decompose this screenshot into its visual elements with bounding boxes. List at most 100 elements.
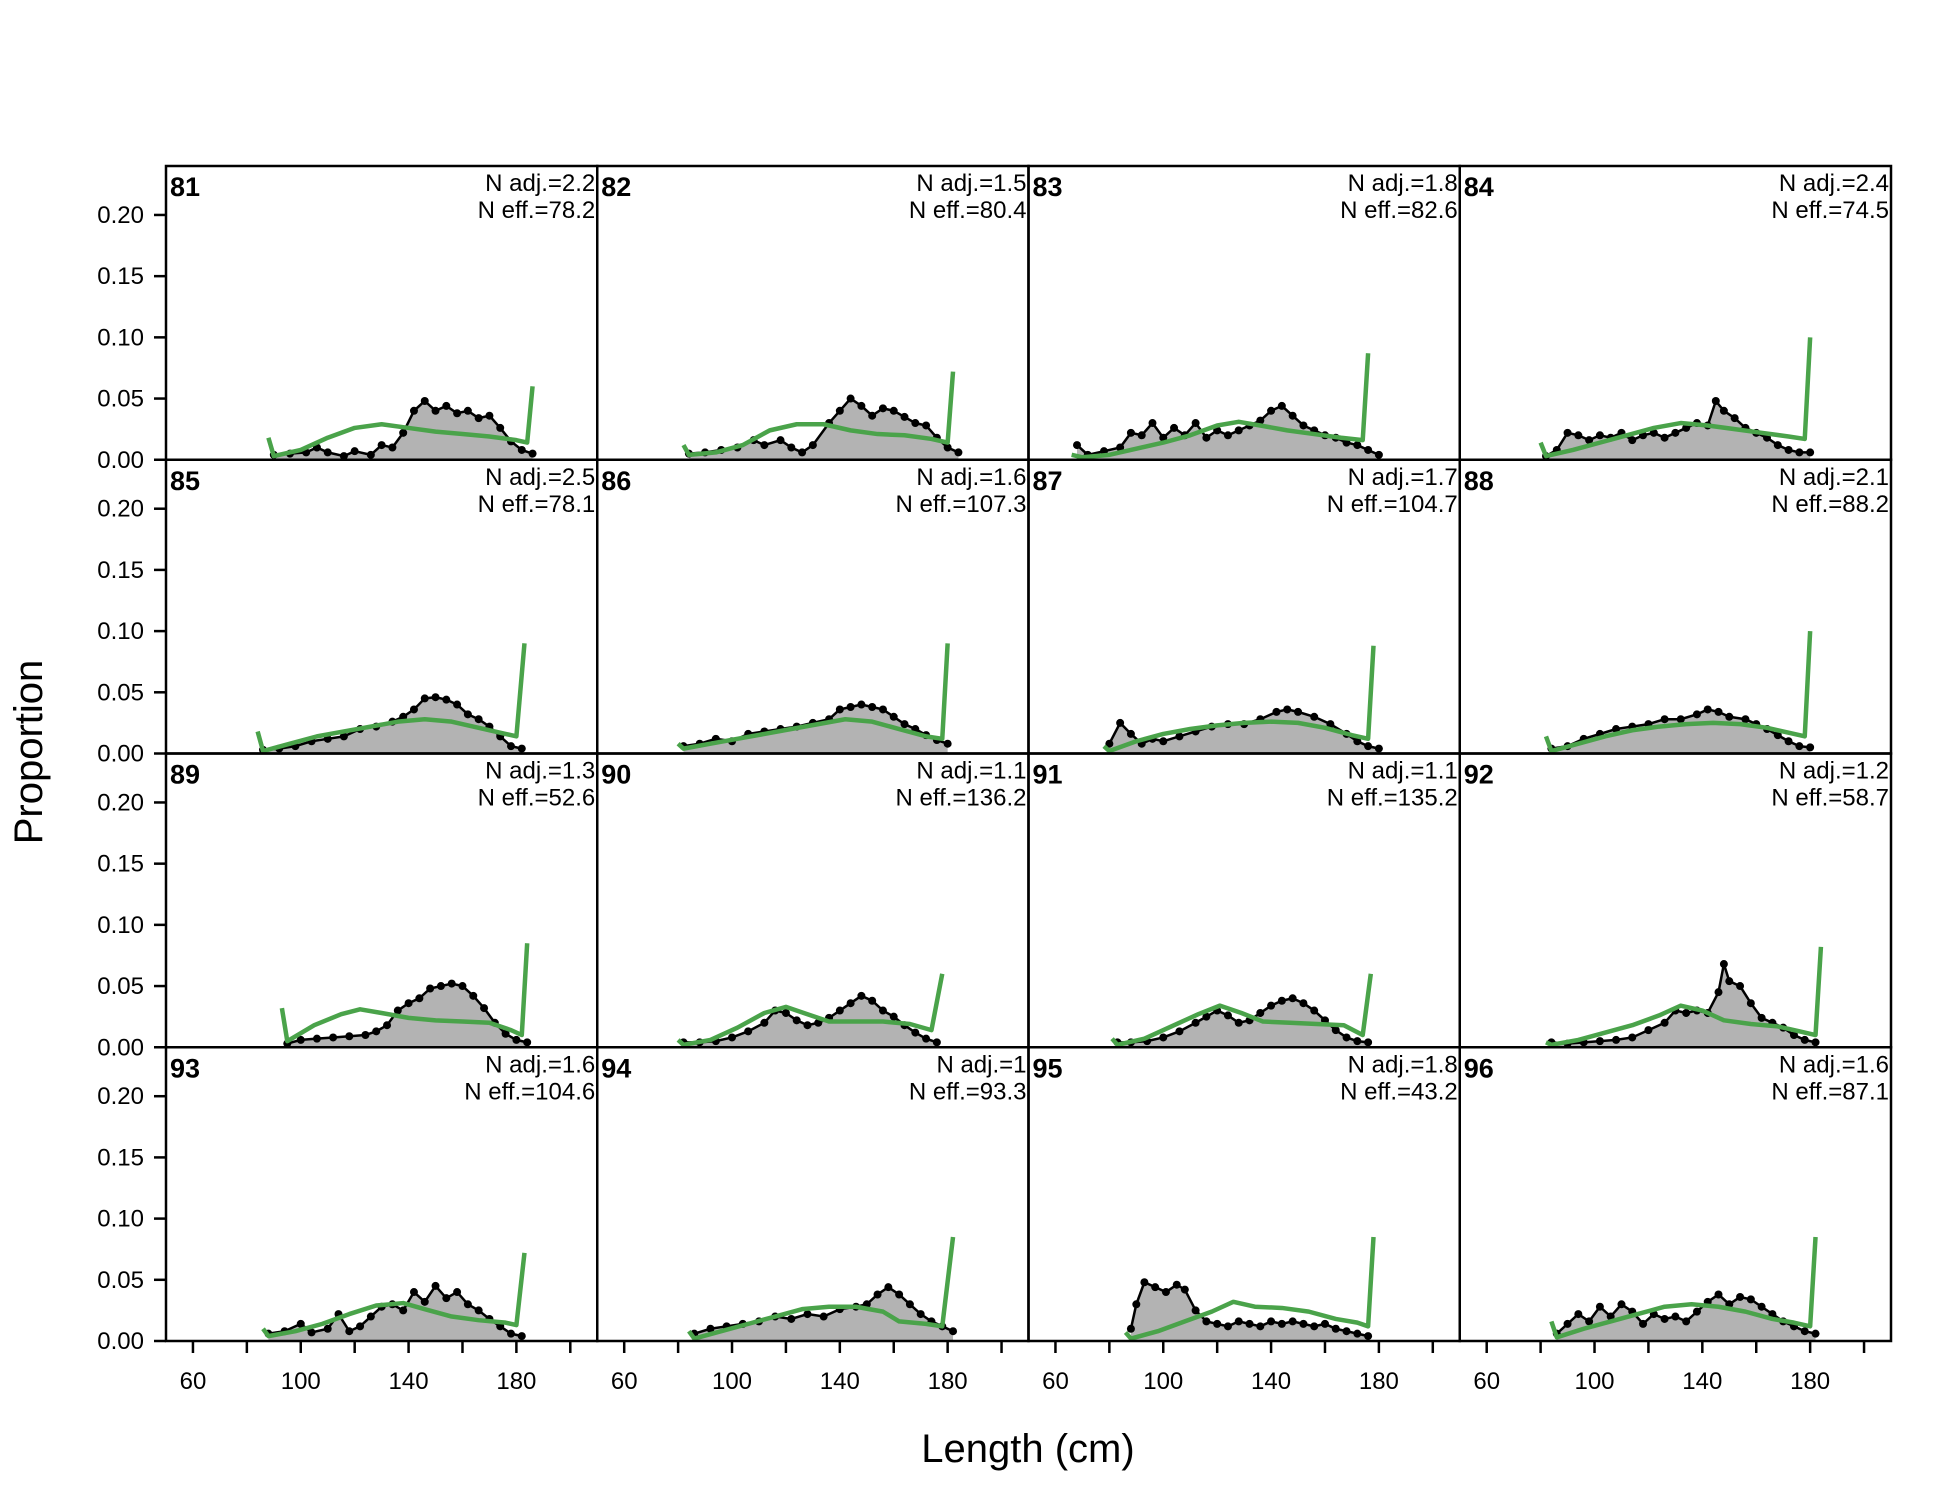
panel-label: 89 xyxy=(170,760,200,790)
n-adj-label: N adj.=1.6 xyxy=(1779,1051,1889,1078)
observed-point xyxy=(458,982,467,991)
panel-87: 87 N adj.=1.7N eff.=104.7 xyxy=(1027,458,1461,755)
panel-label: 96 xyxy=(1464,1053,1494,1083)
expected-line xyxy=(1549,1236,1818,1340)
x-axis-label: Length (cm) xyxy=(921,1427,1134,1471)
x-tick-label: 180 xyxy=(496,1368,536,1395)
panel-81: 81 N adj.=2.2N eff.=78.2 xyxy=(164,164,599,461)
observed-point xyxy=(873,1290,882,1299)
n-adj-label: N adj.=2.1 xyxy=(1779,464,1889,491)
observed-point xyxy=(1126,1324,1135,1333)
observed-point xyxy=(1730,414,1739,423)
observed-point xyxy=(474,414,483,423)
observed-point xyxy=(868,411,877,420)
x-tick-label: 140 xyxy=(820,1368,860,1395)
y-tick-label: 0.20 xyxy=(97,496,144,523)
observed-point xyxy=(744,1027,753,1036)
observed-point xyxy=(835,1006,844,1015)
observed-point xyxy=(431,693,440,702)
observed-point xyxy=(453,1288,462,1297)
observed-point xyxy=(1606,1312,1615,1321)
x-tick-label: 60 xyxy=(611,1368,638,1395)
panel-label: 94 xyxy=(601,1053,631,1083)
observed-point xyxy=(442,1294,451,1303)
y-tick-label: 0.15 xyxy=(97,851,144,878)
panel-86: 86 N adj.=1.6N eff.=107.3 xyxy=(596,458,1030,755)
y-tick-label: 0.05 xyxy=(97,973,144,1000)
panel-91: 91 N adj.=1.1N eff.=135.2 xyxy=(1027,752,1461,1049)
observed-point xyxy=(1364,445,1373,454)
observed-point xyxy=(1132,1300,1141,1309)
observed-point xyxy=(1649,428,1658,437)
y-tick-label: 0.00 xyxy=(97,447,144,474)
observed-point xyxy=(420,397,429,405)
observed-point xyxy=(501,1029,510,1038)
x-tick-label: 60 xyxy=(180,1368,207,1395)
panel-label: 93 xyxy=(170,1053,200,1083)
observed-point xyxy=(900,412,909,421)
y-tick-label: 0.10 xyxy=(97,912,144,939)
n-adj-label: N adj.=2.2 xyxy=(485,170,595,197)
observed-point xyxy=(1234,426,1243,435)
panel-92: 92 N adj.=1.2N eff.=58.7 xyxy=(1458,752,1893,1049)
observed-point xyxy=(339,732,348,741)
y-tick-label: 0.05 xyxy=(97,386,144,413)
observed-point xyxy=(1159,737,1168,746)
observed-point xyxy=(1310,712,1319,721)
observed-point xyxy=(517,445,526,454)
observed-point xyxy=(1172,1280,1181,1289)
panel-label: 92 xyxy=(1464,760,1494,790)
observed-point xyxy=(463,406,472,415)
observed-point xyxy=(787,443,796,452)
observed-point xyxy=(1126,428,1135,437)
observed-point xyxy=(1660,1018,1669,1027)
observed-point xyxy=(868,702,877,711)
observed-point xyxy=(889,406,898,415)
observed-point xyxy=(943,443,952,452)
observed-point xyxy=(889,712,898,721)
y-tick-label: 0.20 xyxy=(97,1083,144,1110)
observed-point xyxy=(1326,720,1335,729)
observed-point xyxy=(905,1300,914,1309)
panel-83: 83 N adj.=1.8N eff.=82.6 xyxy=(1027,164,1461,461)
observed-point xyxy=(1660,715,1669,724)
observed-area xyxy=(1551,964,1816,1048)
observed-point xyxy=(1140,1278,1149,1287)
observed-point xyxy=(1374,450,1383,459)
observed-point xyxy=(431,1281,440,1290)
observed-point xyxy=(1277,996,1286,1005)
observed-point xyxy=(1595,431,1604,440)
observed-point xyxy=(356,1322,365,1331)
observed-point xyxy=(1768,1310,1777,1319)
observed-point xyxy=(1256,416,1265,425)
observed-point xyxy=(1595,1302,1604,1311)
observed-point xyxy=(404,999,413,1008)
n-eff-label: N eff.=93.3 xyxy=(909,1078,1027,1105)
observed-point xyxy=(878,404,887,413)
y-tick-label: 0.00 xyxy=(97,1034,144,1061)
panel-88: 88 N adj.=2.1N eff.=88.2 xyxy=(1458,458,1893,755)
observed-point xyxy=(409,705,418,714)
observed-point xyxy=(1299,999,1308,1008)
observed-point xyxy=(1288,411,1297,420)
observed-point xyxy=(1342,1327,1351,1336)
observed-point xyxy=(1719,406,1728,415)
observed-point xyxy=(1563,1319,1572,1328)
observed-point xyxy=(1682,1008,1691,1017)
y-tick-label: 0.10 xyxy=(97,618,144,645)
y-tick-label: 0.10 xyxy=(97,1206,144,1233)
panels-grid: 81 N adj.=2.2N eff.=78.285 N adj.=2.5N eff… xyxy=(164,164,1893,1343)
observed-point xyxy=(1364,1038,1373,1047)
observed-point xyxy=(1671,428,1680,437)
observed-point xyxy=(420,1297,429,1306)
n-adj-label: N adj.=2.5 xyxy=(485,464,595,491)
n-eff-label: N eff.=136.2 xyxy=(896,785,1027,812)
observed-point xyxy=(781,1008,790,1017)
observed-point xyxy=(366,1312,375,1321)
observed-area xyxy=(268,1285,522,1341)
observed-point xyxy=(388,443,397,452)
x-tick-label: 140 xyxy=(1251,1368,1291,1395)
n-eff-label: N eff.=43.2 xyxy=(1340,1078,1458,1105)
observed-point xyxy=(512,1035,521,1044)
